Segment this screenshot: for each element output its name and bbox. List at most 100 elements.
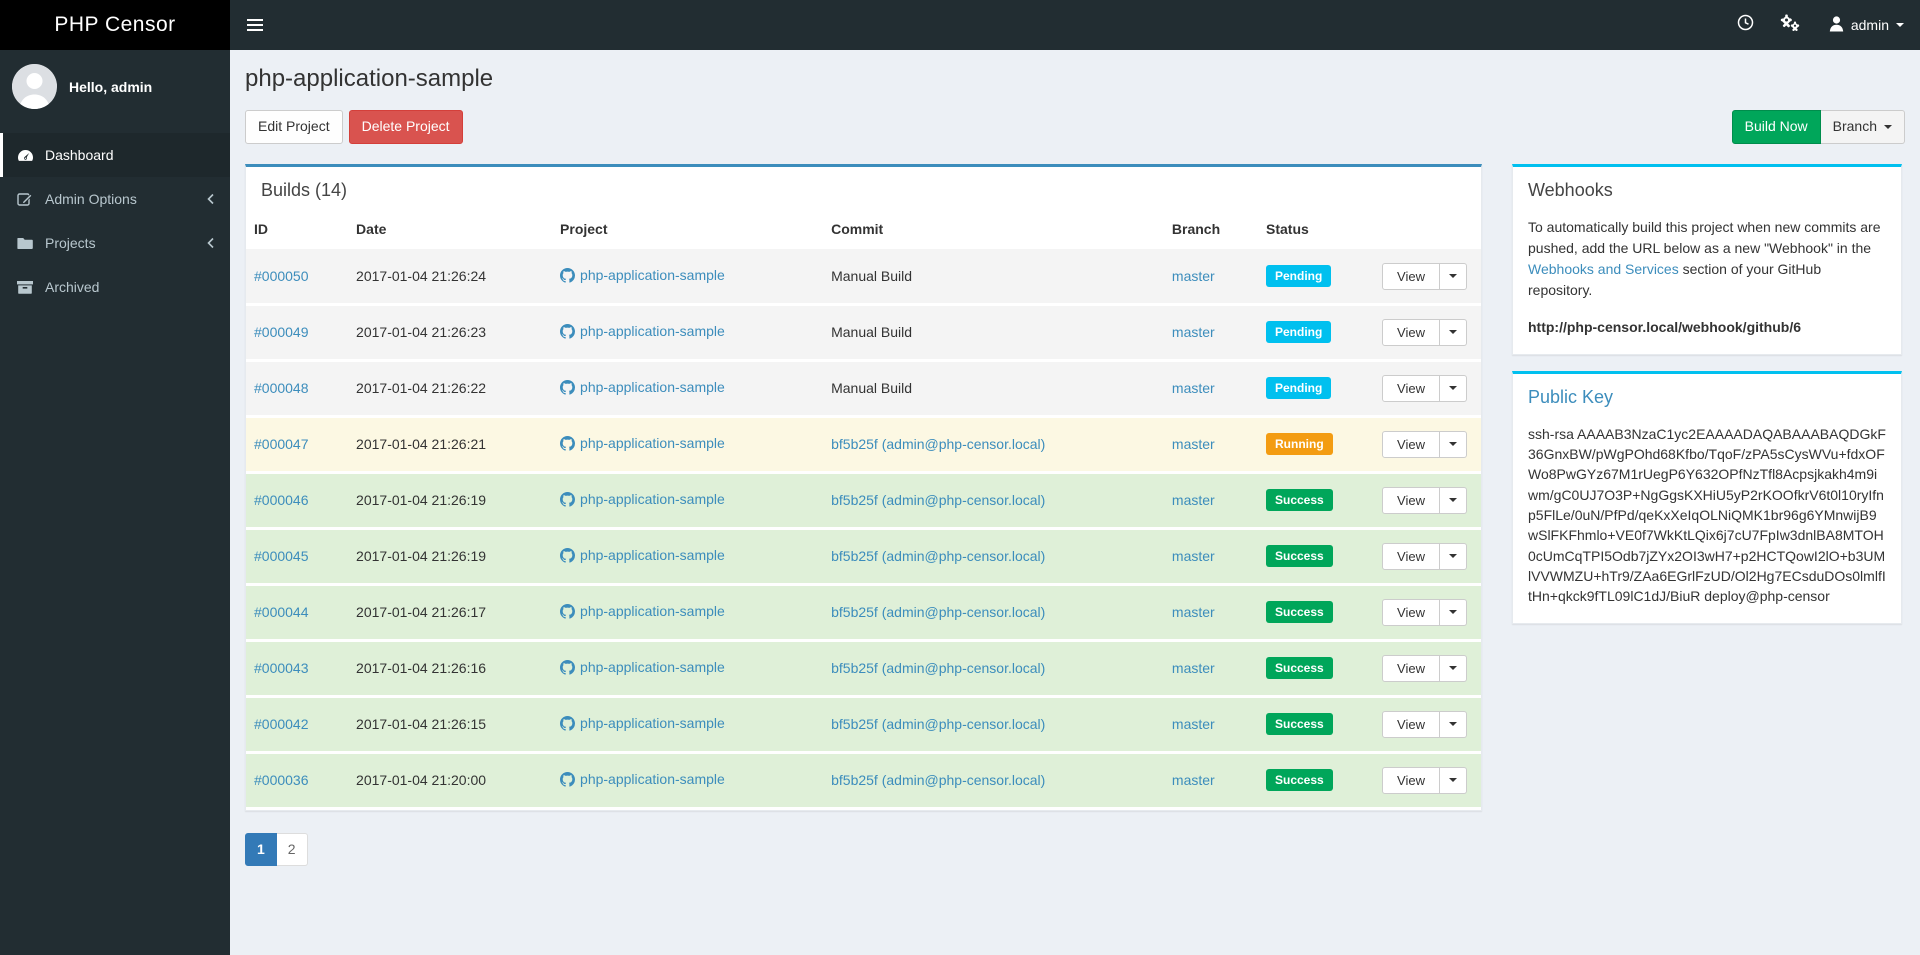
branch-link[interactable]: master — [1171, 604, 1215, 621]
branch-link[interactable]: master — [1171, 380, 1215, 397]
build-now-button[interactable]: Build Now — [1731, 110, 1821, 144]
view-dropdown-button[interactable] — [1440, 262, 1467, 290]
view-button[interactable]: View — [1382, 486, 1440, 514]
sidebar-item-label: Admin Options — [45, 191, 137, 207]
view-button[interactable]: View — [1382, 374, 1440, 402]
project-link[interactable]: php-application-sample — [560, 379, 725, 395]
view-dropdown-button[interactable] — [1440, 486, 1467, 514]
webhooks-services-link[interactable]: Webhooks and Services — [1528, 260, 1679, 277]
view-dropdown-button[interactable] — [1440, 598, 1467, 626]
settings-button[interactable] — [1767, 0, 1813, 50]
view-dropdown-button[interactable] — [1440, 654, 1467, 682]
build-id-link[interactable]: #000050 — [254, 268, 309, 285]
build-date: 2017-01-04 21:26:21 — [348, 416, 553, 474]
build-id-link[interactable]: #000036 — [254, 772, 309, 789]
sidebar-item-archived[interactable]: Archived — [0, 265, 230, 309]
build-id-link[interactable]: #000042 — [254, 716, 309, 733]
github-icon — [560, 659, 576, 675]
chevron-left-icon — [206, 193, 215, 205]
pagination-page-1[interactable]: 1 — [245, 832, 277, 866]
delete-project-button[interactable]: Delete Project — [348, 110, 463, 144]
sidebar-item-dashboard[interactable]: Dashboard — [0, 133, 230, 177]
project-link[interactable]: php-application-sample — [560, 659, 725, 675]
project-link[interactable]: php-application-sample — [560, 267, 725, 283]
sidebar-toggle-button[interactable] — [230, 0, 280, 50]
build-id-link[interactable]: #000048 — [254, 380, 309, 397]
project-link[interactable]: php-application-sample — [560, 715, 725, 731]
view-dropdown-button[interactable] — [1440, 542, 1467, 570]
branch-link[interactable]: master — [1171, 548, 1215, 565]
view-button[interactable]: View — [1382, 430, 1440, 458]
branch-link[interactable]: master — [1171, 436, 1215, 453]
column-header-id: ID — [246, 206, 349, 250]
view-button[interactable]: View — [1382, 598, 1440, 626]
view-button[interactable]: View — [1382, 318, 1440, 346]
caret-down-icon — [1449, 722, 1457, 727]
project-link[interactable]: php-application-sample — [560, 491, 725, 507]
user-greeting: Hello, admin — [69, 78, 153, 95]
view-button[interactable]: View — [1382, 542, 1440, 570]
build-id-link[interactable]: #000043 — [254, 660, 309, 677]
view-dropdown-button[interactable] — [1440, 374, 1467, 402]
status-badge: Success — [1266, 545, 1333, 568]
build-row: #000048 2017-01-04 21:26:22 php-applicat… — [246, 360, 1481, 418]
github-icon — [560, 267, 576, 283]
build-row: #000043 2017-01-04 21:26:16 php-applicat… — [246, 640, 1481, 698]
build-commit: Manual Build — [831, 380, 913, 397]
builds-table: ID Date Project Commit Branch Status #00… — [246, 206, 1481, 810]
brand-logo[interactable]: PHP Censor — [0, 0, 230, 50]
project-link[interactable]: php-application-sample — [560, 323, 725, 339]
status-badge: Pending — [1266, 321, 1332, 344]
branch-link[interactable]: master — [1171, 772, 1215, 789]
build-id-link[interactable]: #000049 — [254, 324, 309, 341]
view-button[interactable]: View — [1382, 766, 1440, 794]
column-header-project: Project — [552, 206, 824, 250]
project-link[interactable]: php-application-sample — [560, 547, 725, 563]
build-row: #000047 2017-01-04 21:26:21 php-applicat… — [246, 416, 1481, 474]
branch-link[interactable]: master — [1171, 660, 1215, 677]
build-id-link[interactable]: #000047 — [254, 436, 309, 453]
branch-dropdown-button[interactable]: Branch — [1820, 110, 1905, 144]
view-dropdown-button[interactable] — [1440, 710, 1467, 738]
view-dropdown-button[interactable] — [1440, 766, 1467, 794]
view-dropdown-button[interactable] — [1440, 430, 1467, 458]
branch-link[interactable]: master — [1171, 268, 1215, 285]
view-button-group: View — [1382, 486, 1467, 514]
pagination-page-2[interactable]: 2 — [276, 832, 308, 866]
branch-link[interactable]: master — [1171, 716, 1215, 733]
build-id-link[interactable]: #000044 — [254, 604, 309, 621]
caret-down-icon — [1449, 442, 1457, 447]
caret-down-icon — [1449, 274, 1457, 279]
project-link[interactable]: php-application-sample — [560, 435, 725, 451]
project-link[interactable]: php-application-sample — [560, 771, 725, 787]
branch-dropdown-label: Branch — [1832, 118, 1877, 134]
caret-down-icon — [1449, 386, 1457, 391]
branch-link[interactable]: master — [1171, 492, 1215, 509]
build-queue-button[interactable] — [1724, 0, 1767, 50]
builds-panel: Builds (14) ID Date Project Commit — [245, 163, 1482, 811]
build-date: 2017-01-04 21:26:22 — [348, 360, 553, 418]
project-link-label: php-application-sample — [580, 715, 725, 732]
view-button[interactable]: View — [1382, 262, 1440, 290]
sidebar-item-admin-options[interactable]: Admin Options — [0, 177, 230, 221]
branch-link[interactable]: master — [1171, 324, 1215, 341]
view-button[interactable]: View — [1382, 710, 1440, 738]
status-badge: Pending — [1266, 377, 1332, 400]
webhook-url: http://php-censor.local/webhook/github/6 — [1528, 318, 1801, 335]
view-button-group: View — [1382, 374, 1467, 402]
sidebar-item-projects[interactable]: Projects — [0, 221, 230, 265]
clock-icon — [1737, 14, 1754, 36]
user-menu[interactable]: admin — [1813, 0, 1920, 50]
sidebar-item-label: Projects — [45, 235, 96, 251]
build-id-link[interactable]: #000046 — [254, 492, 309, 509]
edit-project-button[interactable]: Edit Project — [245, 110, 343, 144]
github-icon — [560, 491, 576, 507]
public-key-panel-title[interactable]: Public Key — [1528, 386, 1614, 407]
project-link[interactable]: php-application-sample — [560, 603, 725, 619]
project-link-label: php-application-sample — [580, 771, 725, 788]
build-row: #000046 2017-01-04 21:26:19 php-applicat… — [246, 472, 1481, 530]
build-id-link[interactable]: #000045 — [254, 548, 309, 565]
view-dropdown-button[interactable] — [1440, 318, 1467, 346]
build-commit: Manual Build — [831, 268, 913, 285]
view-button[interactable]: View — [1382, 654, 1440, 682]
